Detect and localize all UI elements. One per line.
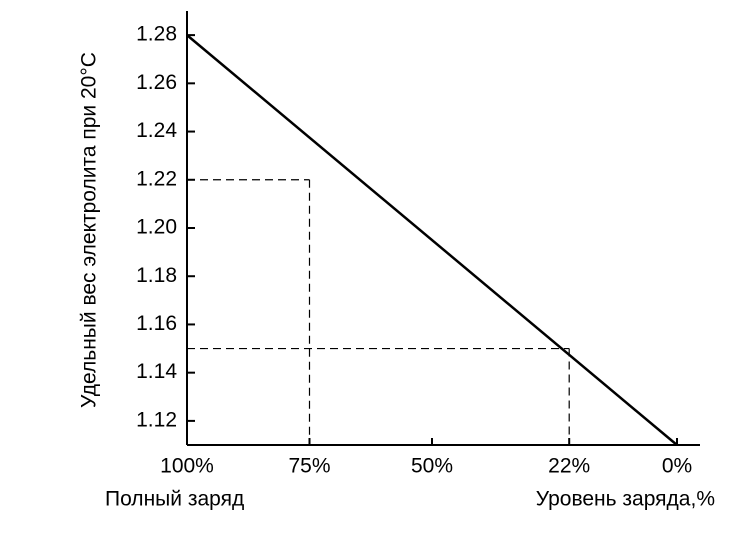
x-axis-label: Уровень заряда,%: [536, 488, 715, 511]
y-axis-label: Удельный вес электролита при 20°C: [78, 52, 101, 408]
x-tick-label: 0%: [662, 455, 692, 478]
y-tick-label: 1.26: [136, 71, 177, 94]
y-tick-label: 1.18: [136, 264, 177, 287]
annotation: Полный заряд: [105, 488, 244, 511]
y-tick-label: 1.16: [136, 312, 177, 335]
y-tick-label: 1.20: [136, 216, 177, 239]
y-tick-label: 1.28: [136, 23, 177, 46]
line: [186, 34, 678, 446]
y-tick-label: 1.12: [136, 408, 177, 431]
y-tick-label: 1.24: [136, 119, 177, 142]
x-tick-label: 100%: [160, 455, 214, 478]
x-tick-label: 50%: [411, 455, 453, 478]
x-tick-label: 22%: [548, 455, 590, 478]
x-tick-label: 75%: [288, 455, 330, 478]
y-tick-label: 1.22: [136, 167, 177, 190]
y-tick-label: 1.14: [136, 360, 177, 383]
